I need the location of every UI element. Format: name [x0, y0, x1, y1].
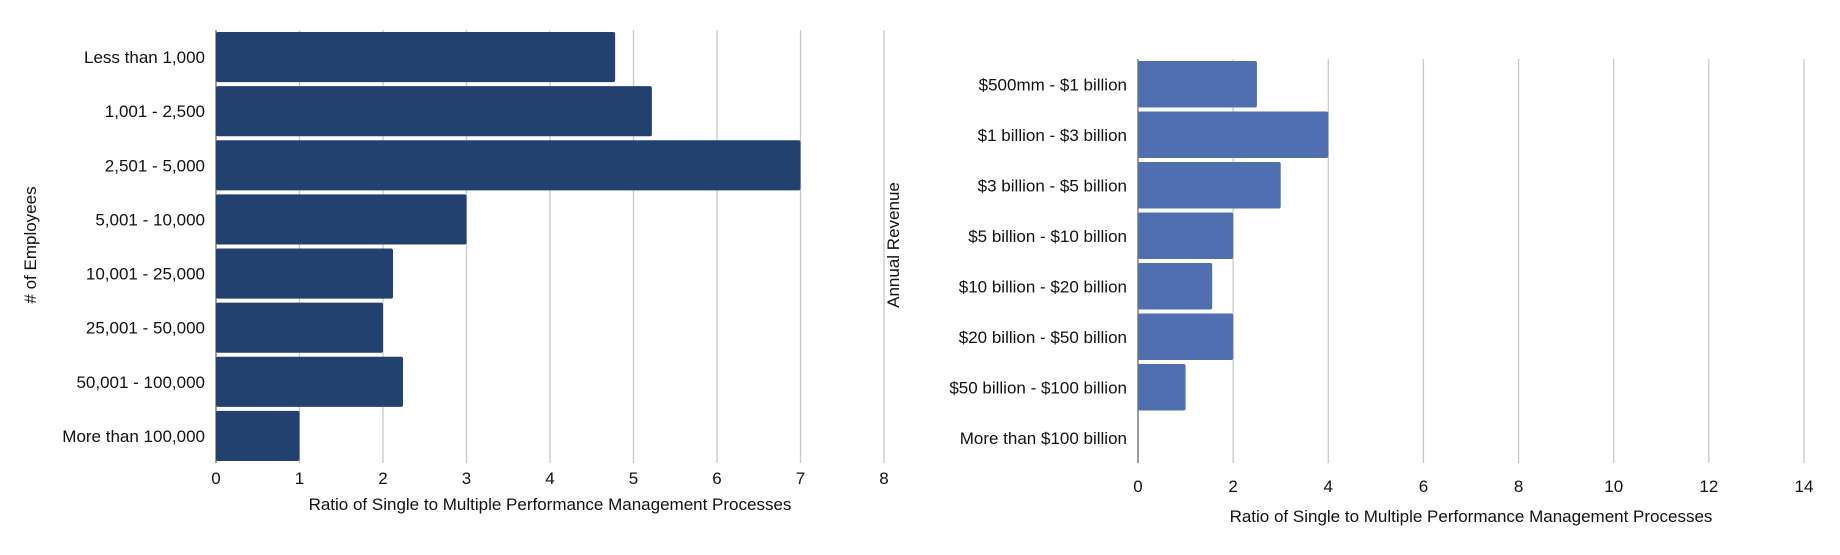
- bar: [1138, 263, 1213, 310]
- category-label: $50 billion - $100 billion: [949, 378, 1127, 397]
- category-label: More than $100 billion: [960, 429, 1127, 448]
- x-tick-label: 3: [462, 469, 471, 488]
- x-tick-label: 0: [1133, 477, 1142, 496]
- bar: [216, 248, 394, 299]
- bar: [216, 32, 616, 83]
- bar: [216, 86, 652, 137]
- category-label: $5 billion - $10 billion: [968, 227, 1127, 246]
- revenue-chart: Annual Revenue Ratio of Single to Multip…: [884, 59, 1813, 526]
- bar: [1138, 111, 1329, 158]
- category-label: Less than 1,000: [84, 48, 205, 67]
- category-label: 1,001 - 2,500: [105, 102, 205, 121]
- bar: [216, 140, 801, 191]
- bar: [1138, 364, 1186, 411]
- employees-chart: # of Employees Ratio of Single to Multip…: [21, 30, 889, 514]
- category-label: $3 billion - $5 billion: [978, 176, 1127, 195]
- category-label: $500mm - $1 billion: [979, 75, 1127, 94]
- x-tick-label: 8: [1514, 477, 1523, 496]
- x-axis-title: Ratio of Single to Multiple Performance …: [309, 495, 792, 514]
- category-label: $1 billion - $3 billion: [978, 126, 1127, 145]
- x-tick-label: 2: [1228, 477, 1237, 496]
- category-label: 2,501 - 5,000: [105, 156, 205, 175]
- x-tick-label: 7: [796, 469, 805, 488]
- x-tick-label: 14: [1795, 477, 1814, 496]
- x-tick-label: 12: [1699, 477, 1718, 496]
- bar: [1138, 212, 1234, 259]
- bar: [216, 356, 404, 407]
- x-tick-label: 10: [1604, 477, 1623, 496]
- bar: [216, 194, 467, 245]
- category-label: 25,001 - 50,000: [86, 319, 205, 338]
- x-tick-label: 5: [629, 469, 638, 488]
- bar: [1138, 162, 1281, 209]
- category-label: 50,001 - 100,000: [76, 373, 205, 392]
- x-tick-label: 6: [1419, 477, 1428, 496]
- bar: [216, 302, 383, 353]
- category-label: 5,001 - 10,000: [95, 210, 205, 229]
- x-tick-label: 2: [378, 469, 387, 488]
- x-tick-label: 4: [1324, 477, 1333, 496]
- x-axis-title: Ratio of Single to Multiple Performance …: [1230, 507, 1713, 526]
- x-tick-label: 8: [879, 469, 888, 488]
- x-tick-label: 4: [545, 469, 554, 488]
- y-axis-title: Annual Revenue: [884, 182, 903, 308]
- category-label: $20 billion - $50 billion: [959, 328, 1127, 347]
- x-tick-label: 1: [295, 469, 304, 488]
- y-axis-title: # of Employees: [21, 186, 40, 303]
- bar: [1138, 313, 1234, 360]
- x-tick-label: 6: [712, 469, 721, 488]
- bar: [216, 410, 300, 461]
- x-tick-label: 0: [211, 469, 220, 488]
- bar: [1138, 61, 1257, 108]
- category-label: $10 billion - $20 billion: [959, 277, 1127, 296]
- category-label: 10,001 - 25,000: [86, 265, 205, 284]
- category-label: More than 100,000: [62, 427, 205, 446]
